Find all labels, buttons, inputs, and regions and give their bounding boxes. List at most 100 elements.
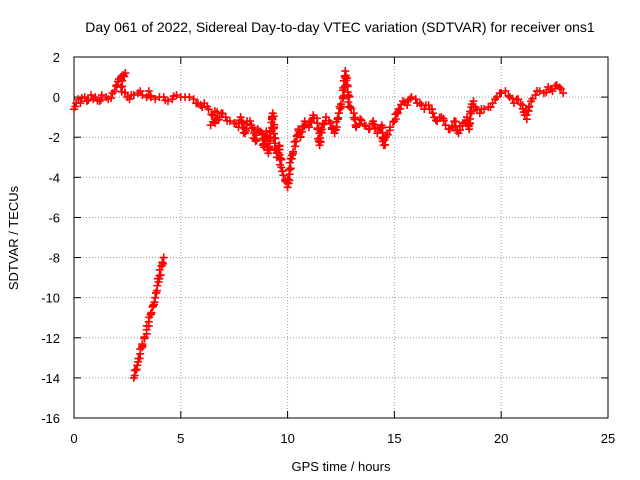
data-point: [206, 121, 215, 130]
data-point-fill: [277, 155, 286, 164]
data-point: [112, 81, 121, 90]
data-point-fill: [551, 81, 560, 90]
data-point-fill: [120, 72, 129, 81]
y-tick-label: -4: [48, 170, 60, 185]
data-point-fill: [289, 147, 298, 156]
data-point: [283, 183, 292, 192]
data-point-fill: [138, 340, 147, 349]
data-point: [82, 97, 91, 106]
data-point: [535, 87, 544, 96]
data-point-fill: [275, 154, 284, 163]
data-point: [475, 109, 484, 118]
data-point: [225, 117, 234, 126]
data-point-fill: [466, 114, 475, 123]
data-point: [236, 113, 245, 122]
data-point: [279, 171, 288, 180]
data-point: [163, 97, 172, 106]
data-point-fill: [264, 142, 273, 151]
data-point: [74, 95, 83, 104]
y-tick-label: -10: [41, 291, 60, 306]
data-point: [480, 105, 489, 114]
data-point: [204, 105, 213, 114]
data-point: [159, 253, 168, 262]
data-point-fill: [345, 92, 354, 101]
x-tick-label: 25: [601, 431, 615, 446]
data-point-fill: [245, 117, 254, 126]
data-point-fill: [241, 125, 250, 134]
data-point: [386, 123, 395, 132]
data-point-fill: [238, 119, 247, 128]
x-tick-label: 0: [70, 431, 77, 446]
data-point: [221, 113, 230, 122]
data-point-fill: [147, 308, 156, 317]
data-point-fill: [504, 91, 513, 100]
data-point: [116, 83, 125, 92]
data-point: [125, 95, 134, 104]
data-point-fill: [486, 103, 495, 112]
data-point: [76, 99, 85, 108]
data-point: [146, 93, 155, 102]
y-tick-label: -16: [41, 411, 60, 426]
data-point-fill: [158, 258, 167, 267]
data-point-fill: [542, 88, 551, 97]
data-point-fill: [284, 175, 293, 184]
data-point-fill: [107, 94, 116, 103]
data-point: [428, 109, 437, 118]
data-point-fill: [251, 131, 260, 140]
data-point: [185, 93, 194, 102]
data-point-fill: [383, 130, 392, 139]
x-tick-label: 15: [387, 431, 401, 446]
series-2: [129, 253, 168, 382]
data-point: [87, 91, 96, 100]
data-point-fill: [344, 97, 353, 106]
data-point-fill: [525, 102, 534, 111]
y-tick-label: -2: [48, 130, 60, 145]
data-point-fill: [247, 124, 256, 133]
data-point-fill: [555, 83, 564, 92]
data-point: [172, 91, 181, 100]
data-point-fill: [343, 91, 352, 100]
x-tick-label: 5: [177, 431, 184, 446]
data-point: [416, 99, 425, 108]
data-point-fill: [347, 104, 356, 113]
data-point: [531, 91, 540, 100]
data-point-fill: [439, 116, 448, 125]
data-point: [317, 125, 326, 134]
y-tick-label: 2: [53, 50, 60, 65]
x-tick-label: 10: [280, 431, 294, 446]
data-point: [144, 87, 153, 96]
data-point-fill: [342, 76, 351, 85]
y-tick-label: -12: [41, 331, 60, 346]
data-point-fill: [121, 88, 130, 97]
data-point: [411, 95, 420, 104]
data-point-fill: [286, 164, 295, 173]
series-1: [70, 67, 568, 192]
data-point-fill: [278, 167, 287, 176]
data-point: [356, 115, 365, 124]
data-point: [345, 103, 354, 112]
y-tick-label: 0: [53, 90, 60, 105]
data-point-fill: [427, 105, 436, 114]
data-point-fill: [252, 136, 261, 145]
data-point: [189, 95, 198, 104]
plot-frame: [73, 56, 609, 419]
x-axis-label: GPS time / hours: [292, 459, 391, 474]
data-point-fill: [522, 111, 531, 120]
data-point-fill: [248, 123, 257, 132]
data-point: [326, 119, 335, 128]
chart-title: Day 061 of 2022, Sidereal Day-to-day VTE…: [85, 19, 595, 35]
data-point: [277, 163, 286, 172]
data-point: [287, 151, 296, 160]
data-point: [149, 301, 158, 310]
data-point: [360, 121, 369, 130]
y-tick-label: -14: [41, 371, 60, 386]
data-point-fill: [296, 132, 305, 141]
data-point: [110, 87, 119, 96]
data-point: [151, 95, 160, 104]
data-point-fill: [369, 120, 378, 129]
data-point: [501, 87, 510, 96]
data-point: [403, 101, 412, 110]
y-axis-label: SDTVAR / TECUs: [6, 185, 21, 290]
